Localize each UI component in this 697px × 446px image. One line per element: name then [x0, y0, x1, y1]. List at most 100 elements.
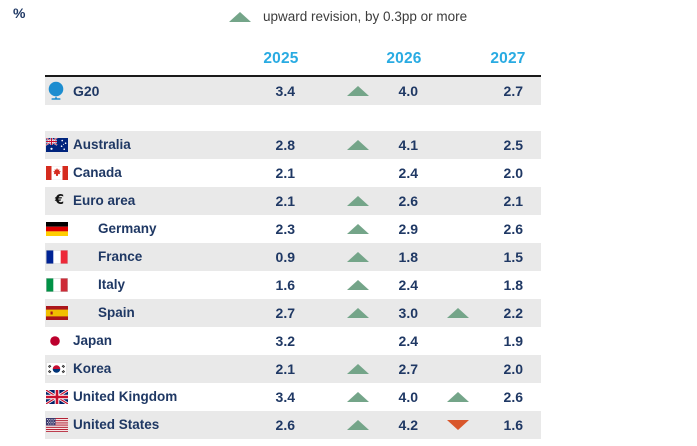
row-label: United States	[73, 417, 160, 432]
value-2027: 2.7	[503, 83, 523, 99]
value-2026: 2.4	[398, 333, 418, 349]
col-header-2026: 2026	[386, 50, 422, 67]
table-row: Canada 2.1 2.4 2.0	[45, 159, 541, 187]
revision-cell-2026	[346, 252, 370, 262]
revision-cell-2027	[446, 392, 470, 402]
upward-revision-icon	[347, 252, 369, 262]
upward-revision-icon	[447, 308, 469, 318]
flag-euro-area-icon: €	[55, 193, 65, 208]
value-2026: 2.4	[398, 165, 418, 181]
row-label: United Kingdom	[73, 389, 178, 404]
revision-cell-2026	[346, 140, 370, 150]
value-2026: 4.2	[398, 417, 418, 433]
value-2025: 2.1	[275, 165, 295, 181]
value-2025: 3.4	[275, 389, 295, 405]
legend-label: upward revision, by 0.3pp or more	[263, 9, 468, 24]
revision-cell-2026	[346, 196, 370, 206]
value-2026: 3.0	[398, 305, 418, 321]
value-2026: 4.0	[398, 83, 418, 99]
revision-cell-2027	[446, 420, 470, 430]
table-row: Spain 2.7 3.0 2.2	[45, 299, 541, 327]
upward-revision-icon	[347, 392, 369, 402]
revision-cell-2027	[446, 308, 470, 318]
revision-cell-2027	[446, 140, 470, 150]
revision-cell-2027	[446, 224, 470, 234]
revision-cell-2027	[446, 364, 470, 374]
revision-cell-2026	[346, 280, 370, 290]
row-label: G20	[73, 83, 100, 99]
flag-korea-icon	[46, 362, 72, 376]
upward-revision-icon	[229, 11, 251, 22]
flag-united-states-icon	[46, 418, 72, 432]
value-2027: 2.1	[503, 193, 523, 209]
value-2025: 2.6	[275, 417, 295, 433]
revision-cell-2026	[346, 168, 370, 178]
value-2025: 1.6	[275, 277, 295, 293]
flag-france-icon	[46, 250, 72, 264]
flag-united-kingdom-icon	[46, 390, 72, 404]
value-2025: 2.1	[275, 361, 295, 377]
flag-germany-icon	[46, 222, 72, 236]
revision-cell-2027	[446, 196, 470, 206]
flag-japan-icon	[46, 334, 72, 348]
table-row: United States 2.6 4.2 1.6	[45, 411, 541, 439]
col-header-2025: 2025	[263, 50, 299, 67]
value-2026: 2.4	[398, 277, 418, 293]
flag-italy-icon	[46, 278, 72, 292]
table-row: G20 3.4 4.0 2.7	[45, 77, 541, 105]
value-2025: 3.4	[275, 83, 295, 99]
header-divider	[45, 75, 541, 77]
value-2026: 1.8	[398, 249, 418, 265]
row-label: Italy	[98, 277, 126, 292]
flag-canada-icon	[46, 166, 72, 180]
revision-cell-2026	[346, 86, 370, 96]
g20-globe-icon	[46, 81, 72, 101]
value-2027: 2.0	[503, 361, 523, 377]
upward-revision-icon	[347, 224, 369, 234]
revision-cell-2026	[346, 420, 370, 430]
revision-cell-2026	[346, 392, 370, 402]
table-header: 2025 2026 2027	[45, 50, 541, 74]
upward-revision-icon	[347, 420, 369, 430]
value-2026: 2.9	[398, 221, 418, 237]
legend: upward revision, by 0.3pp or more	[229, 9, 467, 24]
upward-revision-icon	[347, 196, 369, 206]
revision-cell-2026	[346, 364, 370, 374]
table-row: United Kingdom 3.4 4.0 2.6	[45, 383, 541, 411]
value-2026: 4.1	[398, 137, 418, 153]
value-2027: 1.6	[503, 417, 523, 433]
value-2025: 3.2	[275, 333, 295, 349]
unit-label: %	[13, 5, 26, 21]
downward-revision-icon	[447, 420, 469, 430]
value-2026: 2.7	[398, 361, 418, 377]
revision-cell-2027	[446, 252, 470, 262]
revision-cell-2027	[446, 336, 470, 346]
revision-cell-2026	[346, 336, 370, 346]
value-2027: 1.5	[503, 249, 523, 265]
value-2027: 2.5	[503, 137, 523, 153]
upward-revision-icon	[347, 140, 369, 150]
value-2026: 2.6	[398, 193, 418, 209]
table-row: € Euro area 2.1 2.6 2.1	[45, 187, 541, 215]
table-row: Germany 2.3 2.9 2.6	[45, 215, 541, 243]
table-row: Korea 2.1 2.7 2.0	[45, 355, 541, 383]
table-row: Australia 2.8 4.1 2.5	[45, 131, 541, 159]
value-2026: 4.0	[398, 389, 418, 405]
table-rows: Australia 2.8 4.1 2.5 Canada 2.1 2.4 2.0…	[45, 131, 541, 439]
flag-spain-icon	[46, 306, 72, 320]
projections-table: 2025 2026 2027 G20 3.4 4.0 2.7 Australia…	[45, 50, 541, 442]
value-2025: 2.1	[275, 193, 295, 209]
value-2025: 2.7	[275, 305, 295, 321]
value-2027: 2.6	[503, 389, 523, 405]
value-2027: 2.2	[503, 305, 523, 321]
upward-revision-icon	[347, 364, 369, 374]
g20-row-host: G20 3.4 4.0 2.7	[45, 77, 541, 105]
value-2027: 2.6	[503, 221, 523, 237]
col-header-2027: 2027	[490, 50, 526, 67]
row-label: Euro area	[73, 193, 136, 208]
table-row: France 0.9 1.8 1.5	[45, 243, 541, 271]
revision-cell-2026	[346, 224, 370, 234]
value-2025: 2.3	[275, 221, 295, 237]
upward-revision-icon	[347, 280, 369, 290]
revision-cell-2027	[446, 86, 470, 96]
